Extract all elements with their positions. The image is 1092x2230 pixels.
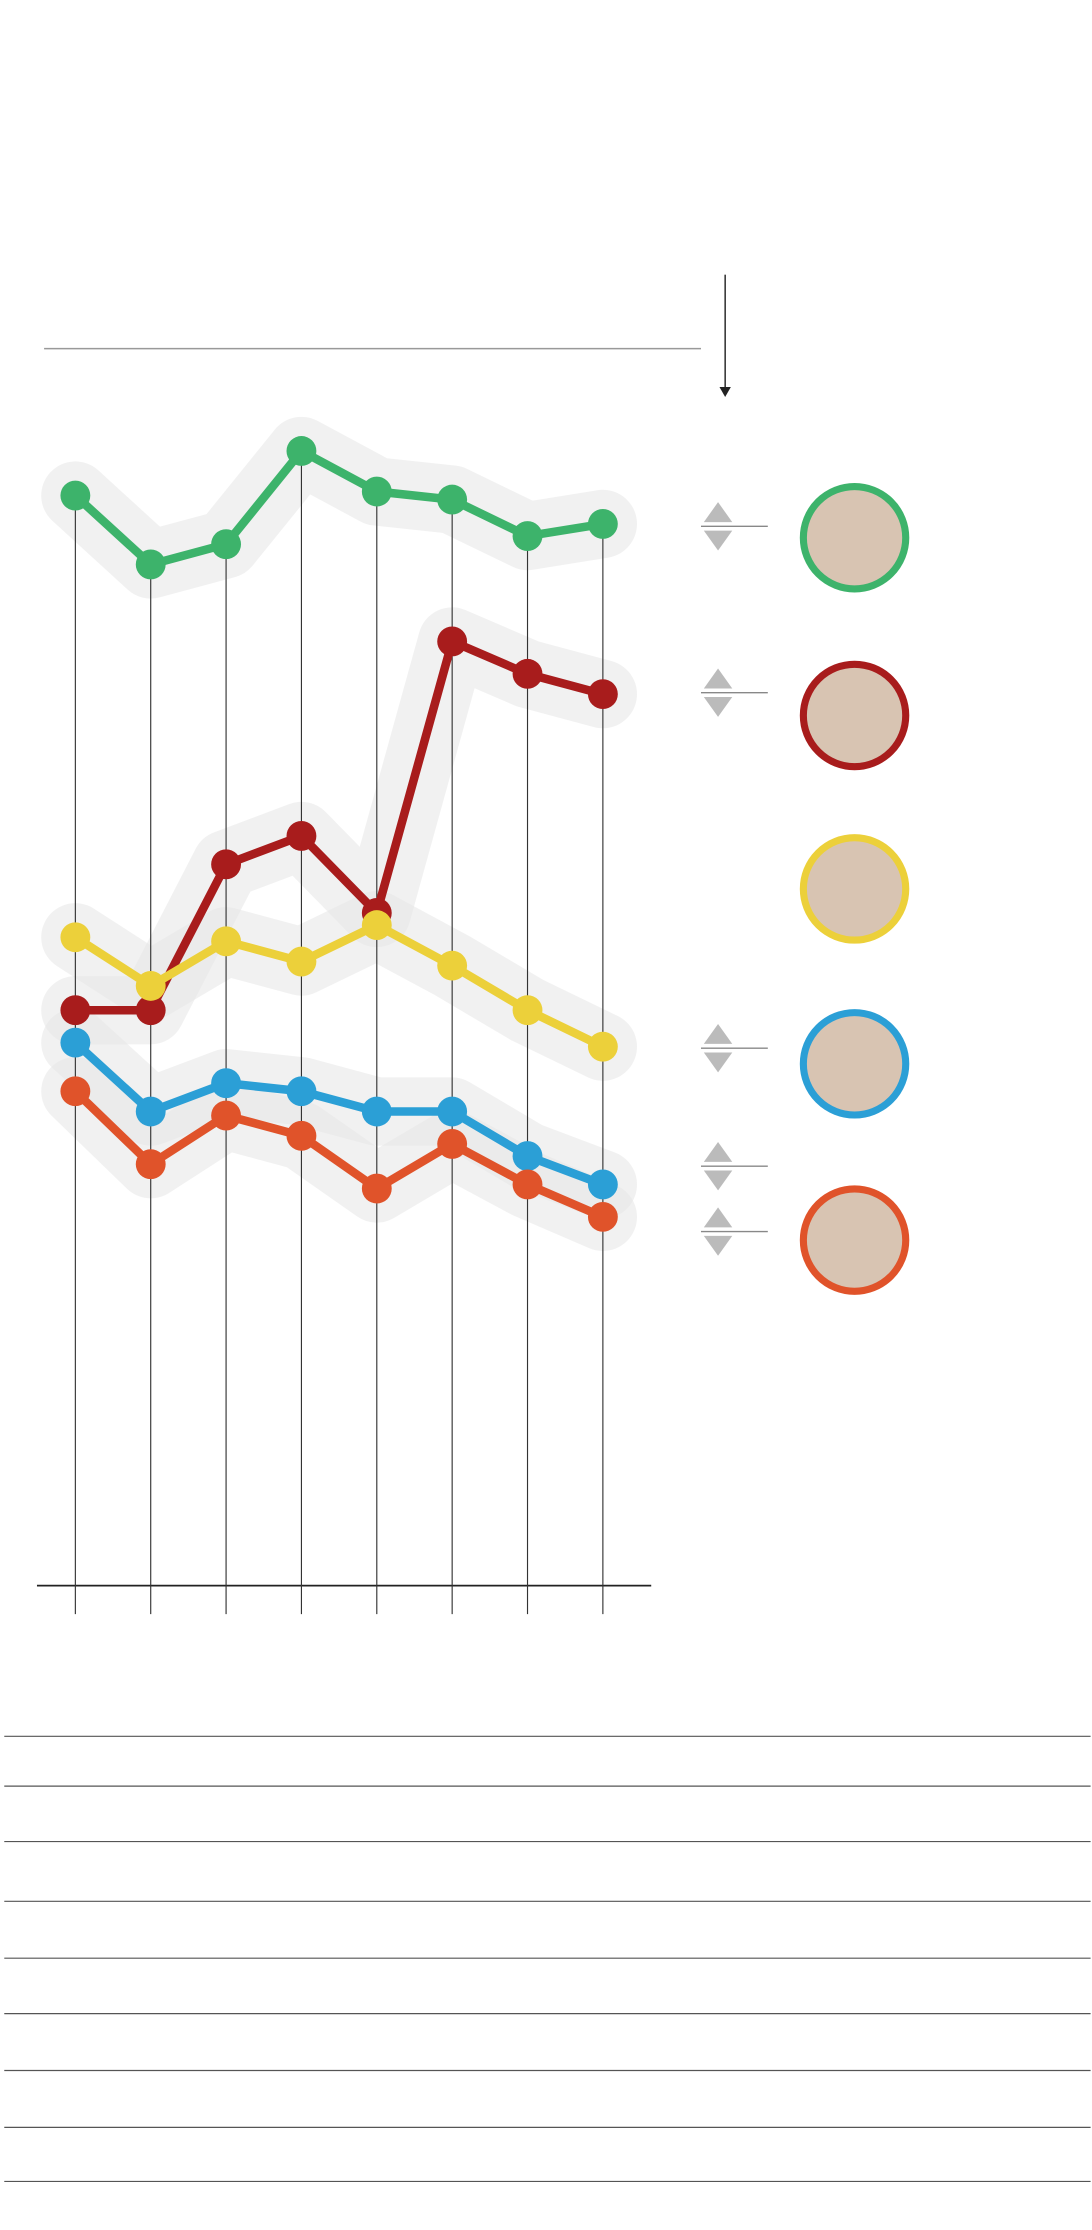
point [512, 1169, 543, 1200]
down-arrow [703, 1170, 733, 1191]
point [286, 436, 317, 466]
point [512, 1141, 543, 1172]
point [361, 1096, 392, 1127]
point [60, 480, 91, 511]
up-arrow [703, 1207, 733, 1228]
point [512, 995, 543, 1026]
up-arrow [703, 1024, 733, 1044]
point [286, 1076, 317, 1107]
point [211, 849, 242, 880]
point [437, 950, 468, 981]
point [211, 926, 242, 957]
point [135, 549, 166, 580]
up-arrow [703, 1142, 733, 1162]
point [135, 970, 166, 1001]
point [60, 922, 91, 953]
portrait [799, 660, 910, 771]
lines [60, 436, 618, 1232]
side-panel [700, 482, 910, 1295]
point [286, 821, 317, 851]
point [211, 1068, 242, 1099]
layout [36, 274, 731, 1587]
point [512, 658, 543, 689]
point [361, 1173, 392, 1204]
portrait [799, 834, 910, 944]
point [211, 1100, 242, 1131]
down-arrow [703, 530, 733, 551]
drop-lines [74, 450, 604, 1615]
point [587, 1201, 618, 1232]
portrait [799, 1009, 910, 1119]
point [361, 910, 392, 941]
point [512, 521, 543, 552]
table-rules [4, 1735, 1091, 2182]
down-arrow [703, 1235, 733, 1256]
point [587, 1169, 618, 1200]
up-arrow [703, 668, 733, 689]
point [60, 1027, 91, 1058]
point [135, 1096, 166, 1127]
point [437, 484, 468, 515]
point [135, 995, 166, 1026]
point [587, 679, 618, 710]
point [211, 529, 242, 560]
portrait [799, 482, 910, 593]
point [587, 508, 618, 539]
point [60, 1076, 91, 1107]
point [60, 995, 91, 1026]
point [437, 1096, 468, 1127]
down-arrow [703, 1052, 733, 1073]
point [286, 1120, 317, 1151]
portrait [799, 1185, 910, 1295]
point [361, 476, 392, 507]
up-arrow [703, 502, 733, 523]
point [437, 1129, 468, 1159]
point [587, 1031, 618, 1062]
point [135, 1149, 166, 1180]
point [286, 946, 317, 977]
down-arrow [703, 696, 733, 717]
pointer-head [719, 387, 731, 397]
point [437, 626, 468, 657]
